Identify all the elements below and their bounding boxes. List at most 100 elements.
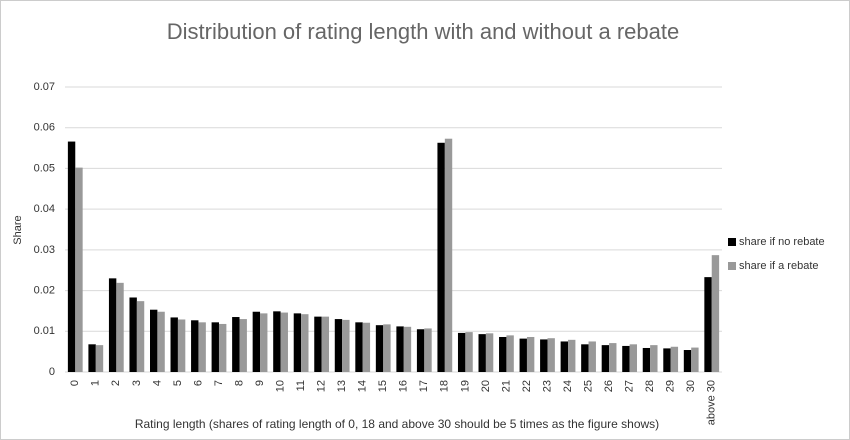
bar	[601, 345, 610, 372]
x-tick-label: 20	[480, 380, 492, 392]
bar	[588, 341, 596, 372]
bar	[362, 322, 371, 372]
bar	[342, 319, 350, 372]
x-tick-label: 13	[336, 380, 348, 392]
y-tick-label: 0.05	[34, 162, 55, 174]
bar	[116, 282, 124, 372]
bar	[506, 335, 514, 372]
bar	[622, 345, 630, 372]
bar	[581, 344, 589, 372]
bar	[485, 333, 494, 372]
x-tick-label: 18	[439, 380, 451, 392]
bar	[396, 326, 404, 372]
x-tick-label: above 30	[706, 380, 718, 425]
y-tick-label: 0.07	[34, 81, 55, 93]
bar	[88, 344, 96, 372]
x-tick-label: 0	[69, 380, 81, 386]
y-tick-label: 0.01	[34, 325, 55, 337]
bar	[403, 326, 412, 372]
bar	[683, 350, 692, 372]
bar	[457, 332, 466, 372]
bar	[650, 345, 658, 372]
bar	[301, 314, 309, 372]
bar	[252, 311, 261, 372]
x-tick-label: 23	[541, 380, 553, 392]
bar	[177, 319, 186, 372]
x-tick-label: 15	[377, 380, 389, 392]
bar	[499, 336, 507, 372]
bar	[129, 297, 137, 372]
x-tick-label: 22	[521, 380, 533, 392]
bar	[149, 309, 158, 372]
bar	[280, 312, 288, 372]
bar	[218, 323, 227, 372]
bar	[629, 344, 638, 372]
bar	[424, 328, 432, 372]
bar	[609, 343, 617, 372]
x-tick-label: 21	[500, 380, 512, 392]
x-tick-label: 10	[274, 380, 286, 392]
bar	[416, 329, 425, 372]
bar	[314, 316, 322, 372]
bar	[375, 325, 384, 372]
bar	[321, 316, 330, 372]
bar	[170, 317, 178, 372]
bar	[711, 255, 720, 372]
bar	[95, 345, 104, 372]
bar	[540, 339, 548, 372]
bar	[444, 138, 453, 372]
x-tick-label: 6	[192, 380, 204, 386]
bar	[67, 141, 76, 372]
x-tick-label: 30	[685, 380, 697, 392]
bar	[198, 322, 206, 372]
bar	[136, 301, 145, 372]
bar	[191, 320, 199, 372]
bar	[704, 277, 712, 372]
y-tick-label: 0.04	[34, 203, 55, 215]
bar	[519, 338, 527, 372]
x-tick-label: 11	[295, 380, 307, 391]
x-tick-label: 14	[357, 380, 369, 392]
bar	[437, 142, 445, 372]
bar	[273, 311, 281, 372]
x-tick-label: 16	[398, 380, 410, 392]
bar	[260, 313, 268, 372]
x-tick-label: 24	[562, 380, 574, 392]
x-tick-label: 27	[624, 380, 636, 392]
x-tick-label: 12	[316, 380, 328, 392]
bar	[547, 338, 555, 372]
bar	[526, 336, 535, 372]
y-tick-label: 0.03	[34, 244, 55, 256]
bar	[355, 322, 363, 372]
legend-swatch	[728, 262, 736, 270]
x-tick-label: 2	[110, 380, 122, 386]
bar	[75, 167, 83, 372]
legend-label: share if a rebate	[739, 260, 819, 272]
x-tick-label: 9	[254, 380, 266, 386]
chart-title: Distribution of rating length with and w…	[167, 19, 679, 44]
y-tick-label: 0.06	[34, 122, 55, 134]
bar	[157, 311, 165, 372]
bar	[383, 324, 391, 372]
y-axis-label: Share	[12, 215, 24, 244]
x-tick-label: 1	[90, 380, 102, 386]
x-tick-label: 4	[151, 380, 163, 386]
x-tick-label: 3	[131, 380, 143, 386]
bar	[334, 319, 343, 372]
bar	[663, 348, 671, 372]
legend-swatch	[728, 238, 736, 246]
bar	[211, 322, 219, 372]
bar	[108, 278, 117, 372]
bar	[239, 319, 247, 372]
bar	[568, 339, 576, 372]
x-tick-label: 8	[233, 380, 245, 386]
bar	[465, 332, 473, 372]
x-tick-label: 29	[665, 380, 677, 392]
bar	[691, 347, 699, 372]
bar	[560, 341, 569, 372]
bar	[642, 347, 651, 372]
x-tick-label: 17	[418, 380, 430, 392]
bar	[670, 346, 679, 372]
